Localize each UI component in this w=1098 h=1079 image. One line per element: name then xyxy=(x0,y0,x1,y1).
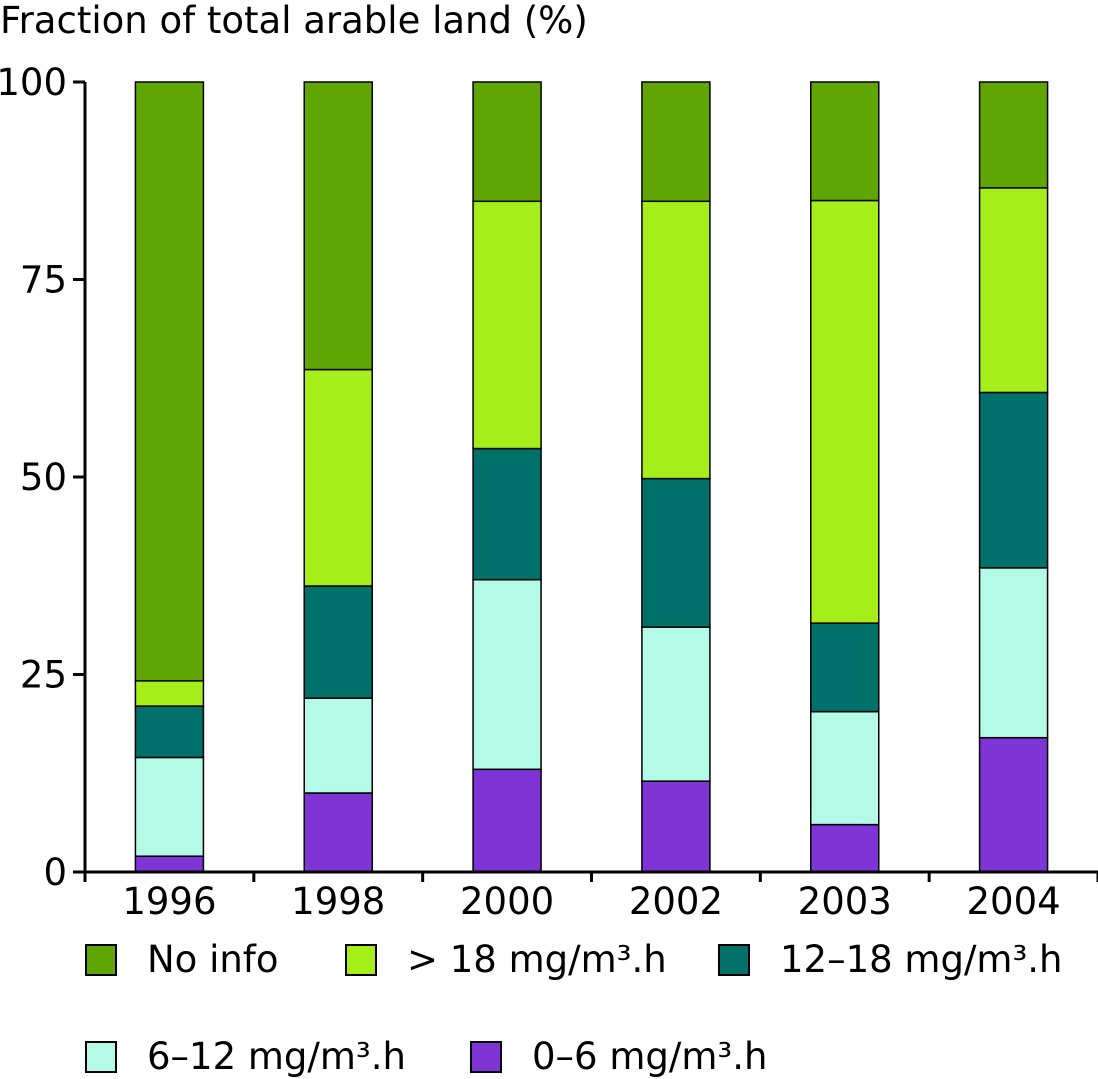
legend-item-6-12: 6–12 mg/m³.h xyxy=(85,1035,406,1078)
bar-1998-no-info xyxy=(303,81,373,371)
y-tick-label-100: 100 xyxy=(0,61,67,104)
bar-2000-12-18-mg-m-h xyxy=(472,447,542,581)
bar-1998-6-12-mg-m-h xyxy=(303,697,373,794)
y-axis-title: Fraction of total arable land (%) xyxy=(0,0,588,42)
legend-label-6-12: 6–12 mg/m³.h xyxy=(147,1035,406,1078)
x-tick-label-1996: 1996 xyxy=(122,880,216,923)
bar-2004-6-12-mg-m-h xyxy=(978,567,1049,739)
bar-1996-12-18-mg-m-h xyxy=(134,705,205,759)
legend-swatch-no-info xyxy=(85,943,117,976)
y-tick-label-75: 75 xyxy=(20,259,67,302)
bar-2003-12-18-mg-m-h xyxy=(810,622,880,713)
bar-1996-6-12-mg-m-h xyxy=(134,756,205,857)
bar-2004-18-mg-m-h xyxy=(978,187,1049,394)
bar-2003-18-mg-m-h xyxy=(810,199,880,624)
bar-1996-18-mg-m-h xyxy=(134,680,205,707)
bar-2004-0-6-mg-m-h xyxy=(978,736,1049,873)
bar-2002-no-info xyxy=(641,81,711,203)
bar-2004-12-18-mg-m-h xyxy=(978,391,1049,569)
bar-1996-no-info xyxy=(134,81,205,682)
legend-label-over-18: > 18 mg/m³.h xyxy=(407,938,667,981)
x-tick-label-2003: 2003 xyxy=(798,880,892,923)
x-tick-label-2004: 2004 xyxy=(966,880,1060,923)
bar-2003-no-info xyxy=(810,81,880,202)
y-tick-label-50: 50 xyxy=(20,456,67,499)
bar-2000-0-6-mg-m-h xyxy=(472,768,542,873)
y-tick-label-0: 0 xyxy=(43,851,67,894)
legend-label-12-18: 12–18 mg/m³.h xyxy=(780,938,1063,981)
legend-item-0-6: 0–6 mg/m³.h xyxy=(470,1035,767,1078)
legend-swatch-over-18 xyxy=(345,943,377,976)
bar-2004-no-info xyxy=(978,81,1049,189)
bar-1998-12-18-mg-m-h xyxy=(303,585,373,699)
legend-item-12-18: 12–18 mg/m³.h xyxy=(718,938,1063,981)
legend-label-no-info: No info xyxy=(147,938,279,981)
legend-swatch-6-12 xyxy=(85,1040,117,1073)
x-tick-label-1998: 1998 xyxy=(291,880,385,923)
bar-2000-no-info xyxy=(472,81,542,203)
legend-item-over-18: > 18 mg/m³.h xyxy=(345,938,667,981)
bar-2002-12-18-mg-m-h xyxy=(641,477,711,628)
bar-2000-6-12-mg-m-h xyxy=(472,578,542,771)
legend-swatch-12-18 xyxy=(718,943,750,976)
bar-1998-0-6-mg-m-h xyxy=(303,792,373,873)
bar-2003-6-12-mg-m-h xyxy=(810,710,880,826)
y-tick-label-25: 25 xyxy=(20,654,67,697)
bar-2002-0-6-mg-m-h xyxy=(641,780,711,873)
legend-item-no-info: No info xyxy=(85,938,278,981)
x-tick-label-2002: 2002 xyxy=(629,880,723,923)
bar-1998-18-mg-m-h xyxy=(303,368,373,587)
bar-1996-0-6-mg-m-h xyxy=(134,855,205,873)
bar-2003-0-6-mg-m-h xyxy=(810,823,880,873)
bar-2002-18-mg-m-h xyxy=(641,200,711,480)
bar-2002-6-12-mg-m-h xyxy=(641,626,711,782)
legend-swatch-0-6 xyxy=(470,1040,502,1073)
legend-label-0-6: 0–6 mg/m³.h xyxy=(532,1035,768,1078)
x-tick-label-2000: 2000 xyxy=(460,880,554,923)
bar-2000-18-mg-m-h xyxy=(472,200,542,450)
